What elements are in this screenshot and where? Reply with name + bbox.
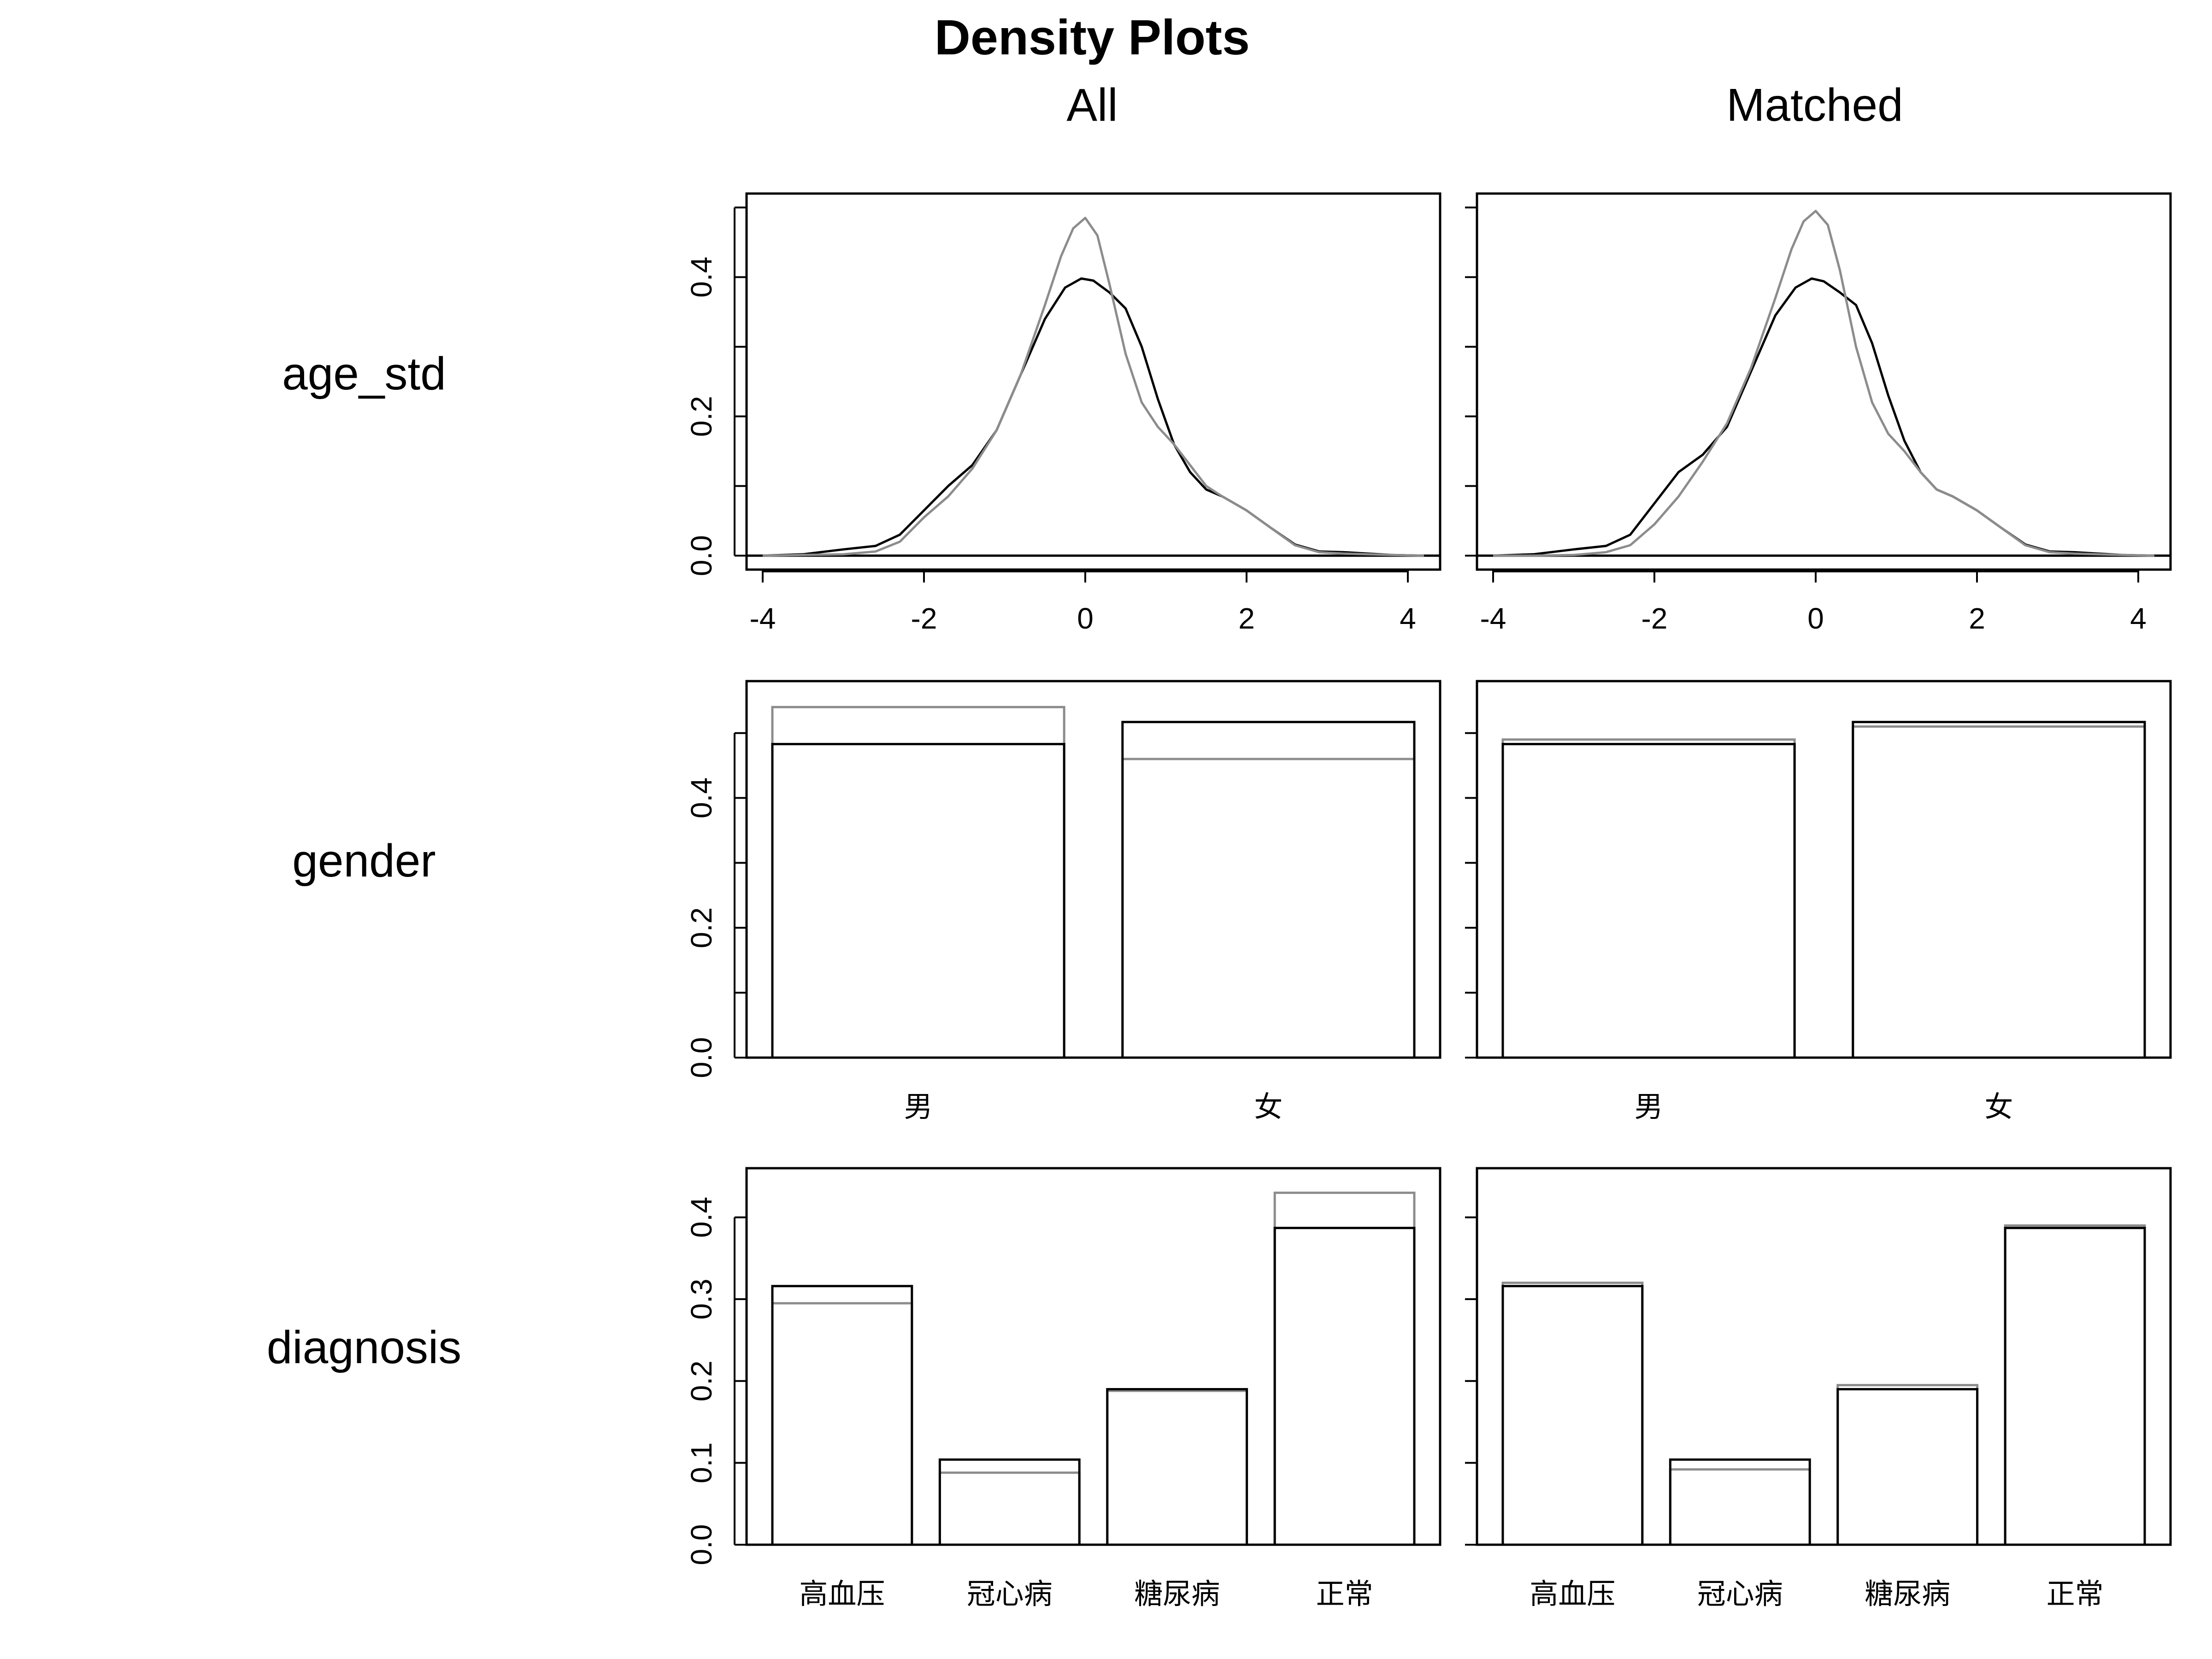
y-tick-label: 0.1 bbox=[685, 1442, 718, 1483]
x-tick-label: 2 bbox=[1969, 602, 1985, 635]
x-tick-label: -4 bbox=[1480, 602, 1506, 635]
y-tick-label: 0.2 bbox=[685, 396, 718, 437]
category-label: 糖尿病 bbox=[1134, 1577, 1220, 1611]
category-label: 冠心病 bbox=[967, 1577, 1053, 1611]
panel-gender-matched: 男女 bbox=[1465, 680, 2172, 1124]
category-label: 女 bbox=[1984, 1090, 2013, 1124]
panel-frame bbox=[1476, 1167, 2172, 1546]
panel-frame bbox=[1476, 680, 2172, 1059]
category-label: 男 bbox=[1635, 1090, 1663, 1124]
x-tick-label: -2 bbox=[1641, 602, 1668, 635]
row-label-age-std: age_std bbox=[282, 348, 446, 400]
panel-gender-all: 0.0 0.2 0.4 男 女 bbox=[685, 680, 1441, 1124]
density-line-gray bbox=[1493, 210, 2155, 557]
panel-diagnosis-all: 0.0 0.1 0.2 0.3 0.4 高血压 冠心病 糖尿病 正常 bbox=[685, 1167, 1441, 1611]
column-title-matched: Matched bbox=[1726, 79, 1903, 131]
x-tick-label: 4 bbox=[1400, 602, 1416, 635]
x-tick-label: 0 bbox=[1807, 602, 1824, 635]
density-line-gray bbox=[762, 217, 1424, 557]
category-label: 女 bbox=[1254, 1090, 1282, 1124]
y-tick-label: 0.4 bbox=[685, 257, 718, 298]
x-tick-label: -4 bbox=[750, 602, 776, 635]
y-tick-label: 0.4 bbox=[685, 1197, 718, 1238]
panel-frame bbox=[745, 680, 1441, 1059]
x-tick-label: 2 bbox=[1238, 602, 1255, 635]
panel-age_std-all: 0.0 0.2 0.4 -4 -2 0 2 4 bbox=[685, 192, 1441, 635]
category-label: 高血压 bbox=[799, 1577, 885, 1611]
panel-age_std-matched: -4 -2 0 2 4 bbox=[1465, 192, 2172, 635]
x-tick-label: 4 bbox=[2130, 602, 2147, 635]
panel-frame bbox=[1476, 192, 2172, 571]
y-tick-label: 0.0 bbox=[685, 535, 718, 576]
category-label: 冠心病 bbox=[1697, 1577, 1783, 1611]
row-label-diagnosis: diagnosis bbox=[267, 1322, 462, 1373]
category-label: 糖尿病 bbox=[1865, 1577, 1950, 1611]
y-tick-label: 0.4 bbox=[685, 777, 718, 818]
column-title-all: All bbox=[1066, 79, 1118, 131]
category-label: 高血压 bbox=[1530, 1577, 1615, 1611]
panels-layer: 0.00.20.4-4 -2 0 2 4 -4 -2 0 2 40.00.20.4男女男女0.00… bbox=[685, 192, 2172, 1611]
panel-diagnosis-matched: 高血压 冠心病 糖尿病 正常 bbox=[1465, 1167, 2172, 1611]
category-label: 正常 bbox=[2047, 1577, 2104, 1611]
category-label: 男 bbox=[904, 1090, 933, 1124]
category-label: 正常 bbox=[1316, 1577, 1373, 1611]
row-label-gender: gender bbox=[292, 835, 435, 887]
x-tick-label: 0 bbox=[1077, 602, 1094, 635]
panel-frame bbox=[745, 1167, 1441, 1546]
y-tick-label: 0.3 bbox=[685, 1279, 718, 1320]
y-tick-label: 0.0 bbox=[685, 1037, 718, 1078]
y-tick-label: 0.2 bbox=[685, 1360, 718, 1401]
panel-frame bbox=[745, 192, 1441, 571]
x-tick-label: -2 bbox=[911, 602, 937, 635]
y-tick-label: 0.0 bbox=[685, 1524, 718, 1565]
y-tick-label: 0.2 bbox=[685, 907, 718, 948]
figure-title: Density Plots bbox=[935, 9, 1250, 65]
